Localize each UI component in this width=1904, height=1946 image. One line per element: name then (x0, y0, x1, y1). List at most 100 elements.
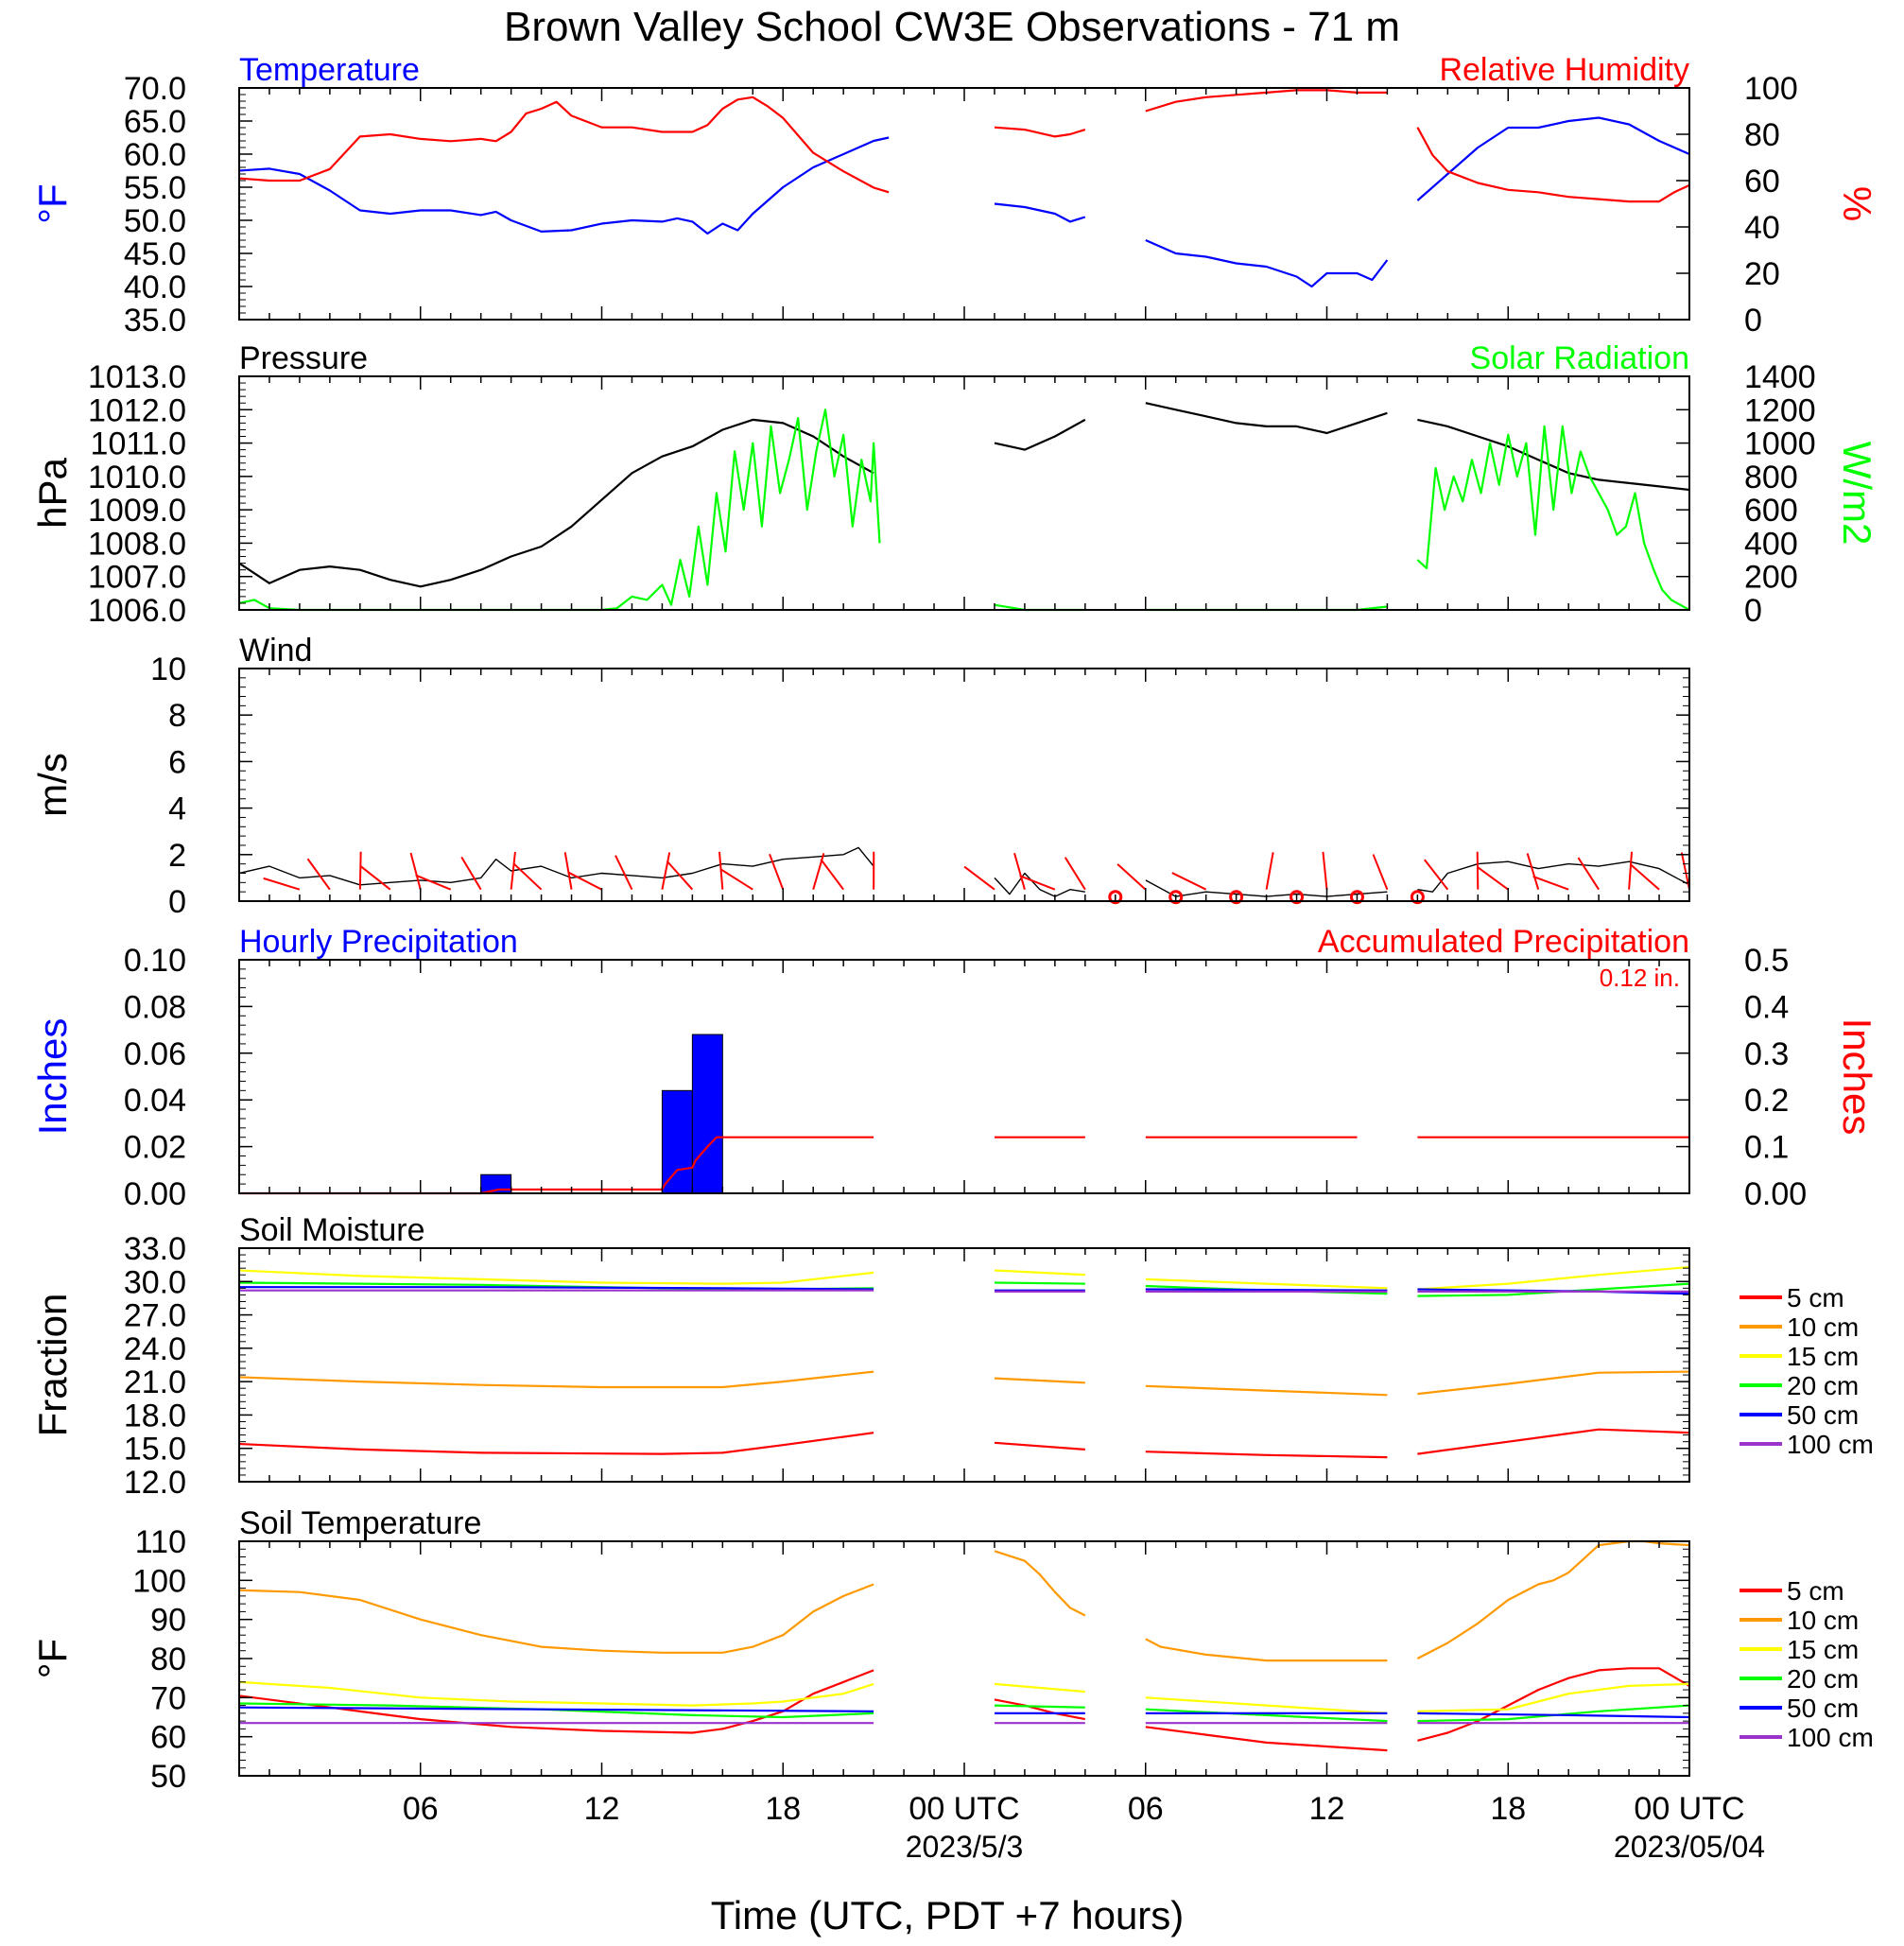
y-tick-label: 1011.0 (91, 426, 186, 462)
panel-frame (238, 959, 1690, 1194)
y-tick-label: 0.08 (124, 989, 186, 1025)
wind-barb (812, 853, 825, 890)
y-tick-label: 18.0 (124, 1398, 186, 1433)
x-axis-label: Time (UTC, PDT +7 hours) (711, 1893, 1185, 1937)
panel-title-left: Pressure (239, 340, 368, 376)
wind-calm-marker (1290, 890, 1305, 905)
y-right-tick-label: 1400 (1744, 359, 1816, 395)
series-15-cm (238, 1265, 1690, 1291)
wind-barb (1577, 857, 1600, 891)
y-tick-label: 0.10 (124, 943, 186, 979)
wind-barb (614, 855, 633, 891)
x-tick-label: 18 (765, 1791, 801, 1827)
wind-barb (358, 851, 362, 890)
precip-bar (661, 1089, 693, 1194)
legend-label: 100 cm (1787, 1430, 1874, 1459)
panel-title-right: Relative Humidity (1439, 52, 1689, 88)
y-right-tick-label: 0.1 (1744, 1130, 1789, 1166)
y-tick-label: 0.00 (124, 1176, 186, 1212)
x-tick-label: 00 UTC (1634, 1791, 1744, 1827)
wind-barb (306, 858, 331, 891)
x-date-label: 2023/05/04 (1614, 1830, 1765, 1864)
y-tick-label: 45.0 (124, 236, 186, 272)
wind-calm-marker (1168, 890, 1184, 905)
series-wind (238, 846, 1690, 897)
y-tick-label: 55.0 (124, 170, 186, 206)
series-10-cm (238, 1370, 1690, 1397)
wind-barb (415, 874, 452, 891)
y-tick-label: 40.0 (124, 269, 186, 305)
panel-soil-moisture: 12.015.018.021.024.027.030.033.0 Soil Moi… (30, 1212, 1874, 1501)
panel-temperature-humidity: 35.040.045.050.055.060.065.070.0 0 20 40 60 8… (30, 52, 1879, 339)
y-tick-label: 21.0 (124, 1364, 186, 1400)
wind-calm-marker (1349, 890, 1364, 905)
y-right-tick-label: 80 (1744, 117, 1780, 153)
y-tick-label: 1012.0 (88, 392, 186, 428)
y-tick-label: 8 (168, 698, 186, 734)
series-relative-humidity (238, 89, 1690, 203)
legend-label: 15 cm (1787, 1635, 1859, 1664)
wind-barb (718, 851, 724, 890)
y-tick-label: 50.0 (124, 203, 186, 239)
y-right-tick-label: 400 (1744, 526, 1798, 562)
y-tick-label: 1013.0 (88, 359, 186, 395)
y-tick-label: 1010.0 (88, 460, 186, 495)
wind-barb (1171, 872, 1207, 891)
legend-label: 20 cm (1787, 1371, 1859, 1400)
panel-pressure-solar: 1006.01007.01008.01009.01010.01011.01012… (30, 340, 1879, 629)
wind-barb (1322, 851, 1328, 890)
y-tick-label: 90 (150, 1603, 186, 1639)
y-right-tick-label: 0.3 (1744, 1036, 1789, 1072)
wind-barb (666, 860, 694, 891)
wind-barb (1477, 866, 1509, 891)
y-right-tick-label: 40 (1744, 210, 1780, 246)
legend-label: 15 cm (1787, 1342, 1859, 1371)
y-tick-label: 60.0 (124, 137, 186, 173)
y-tick-label: 50 (150, 1759, 186, 1795)
y-axis-label-left: Fraction (30, 1294, 75, 1437)
series-accumulated-precipitation (239, 1136, 1689, 1195)
series-pressure (238, 402, 1690, 588)
y-axis-label-left: Inches (30, 1018, 75, 1136)
y-axis-label-left: °F (30, 1639, 75, 1678)
y-right-tick-label: 600 (1744, 493, 1798, 529)
y-axis-label-right: W/m2 (1835, 442, 1879, 546)
y-tick-label: 10 (150, 652, 186, 687)
y-tick-label: 1008.0 (88, 526, 186, 562)
x-tick-label: 18 (1490, 1791, 1526, 1827)
wind-barb (963, 865, 995, 891)
y-tick-label: 6 (168, 744, 186, 780)
wind-barb (1019, 875, 1056, 891)
y-tick-label: 80 (150, 1642, 186, 1677)
wind-barb (1532, 875, 1569, 891)
y-right-tick-label: 0.5 (1744, 943, 1789, 979)
y-right-tick-label: 1200 (1744, 392, 1816, 428)
wind-barb (1526, 853, 1540, 890)
legend-label: 10 cm (1787, 1606, 1859, 1635)
panel-frame (238, 375, 1690, 611)
legend-label: 50 cm (1787, 1694, 1859, 1723)
legend-label: 5 cm (1787, 1283, 1844, 1312)
x-tick-label: 12 (1309, 1791, 1345, 1827)
y-axis-label-right: % (1835, 186, 1879, 221)
y-tick-label: 2 (168, 838, 186, 874)
y-axis-label-right: Inches (1835, 1018, 1879, 1136)
wind-barb (563, 852, 573, 890)
series-5-cm (238, 1667, 1690, 1752)
y-right-tick-label: 100 (1744, 71, 1798, 107)
x-tick-label: 12 (584, 1791, 620, 1827)
x-tick-label: 06 (1128, 1791, 1164, 1827)
series-50-cm (238, 1706, 1690, 1719)
y-tick-label: 60 (150, 1720, 186, 1756)
chart-title: Brown Valley School CW3E Observations - … (504, 4, 1400, 50)
legend-label: 5 cm (1787, 1576, 1844, 1606)
wind-barb (1265, 852, 1274, 890)
panel-title-left: Wind (239, 633, 312, 669)
panel-title-left: Soil Moisture (239, 1212, 425, 1248)
panel-title-left: Temperature (239, 52, 420, 88)
y-tick-label: 24.0 (124, 1331, 186, 1367)
y-right-tick-label: 20 (1744, 256, 1780, 292)
wind-calm-marker (1108, 890, 1123, 905)
y-axis-label-left: °F (30, 183, 75, 223)
